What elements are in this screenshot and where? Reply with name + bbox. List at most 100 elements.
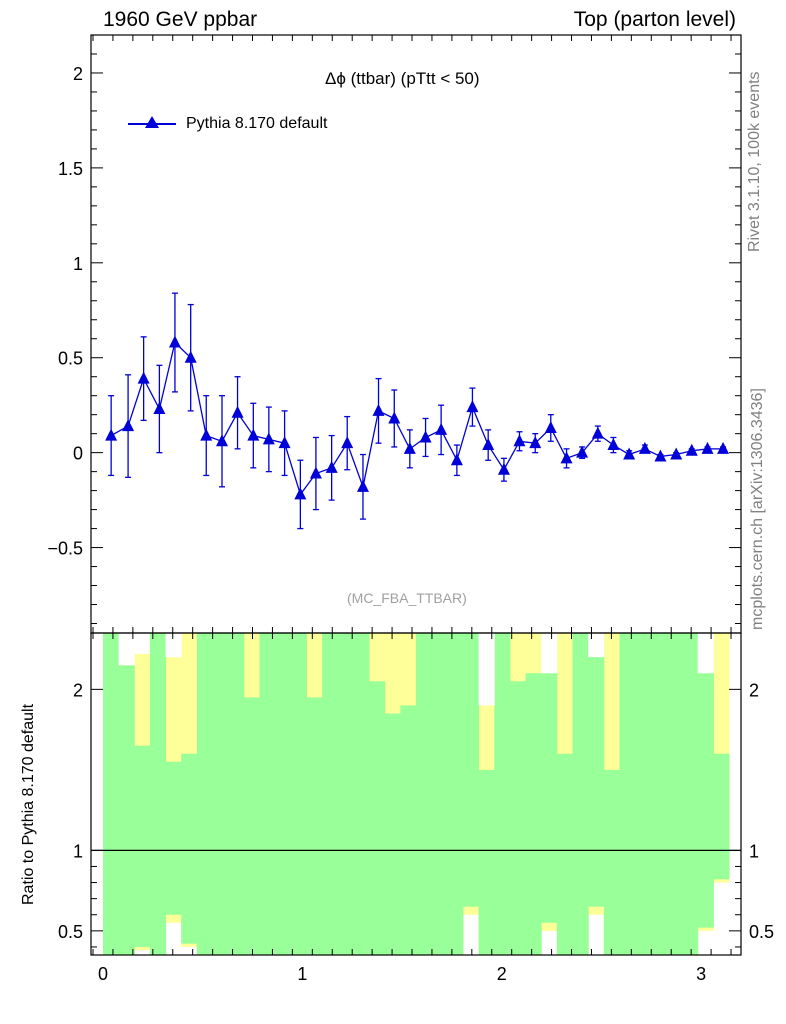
- data-point-triangle: [388, 411, 401, 424]
- ratio-band-1-bin-33: [619, 633, 636, 955]
- series-line: [110, 341, 724, 496]
- ratio-band-1-bin-0: [102, 633, 120, 955]
- data-point-triangle: [122, 419, 135, 432]
- data-point-triangle: [247, 428, 260, 441]
- data-point-triangle: [356, 479, 369, 492]
- data-point-triangle: [215, 434, 228, 447]
- data-point-triangle: [466, 400, 479, 413]
- ratio-band-1-bin-15: [337, 633, 354, 955]
- data-point-triangle: [591, 426, 604, 439]
- ratio-y-tick-label-right: 1: [749, 841, 759, 861]
- ratio-band-1-bin-13: [306, 697, 323, 955]
- data-point-triangle: [278, 436, 291, 449]
- ratio-axis-label: Ratio to Pythia 8.170 default: [20, 703, 37, 905]
- ratio-plot-frame: [90, 632, 742, 956]
- data-point-triangle: [325, 460, 338, 473]
- x-tick-label: 1: [297, 964, 307, 984]
- data-point-triangle: [168, 335, 181, 348]
- data-point-triangle: [262, 432, 275, 445]
- ratio-band-2-bin-4: [165, 633, 182, 658]
- plot-title: Δϕ (ttbar) (pTtt < 50): [325, 69, 480, 88]
- data-point-triangle: [701, 441, 714, 454]
- ratio-y-tick-label-left: 1: [73, 841, 83, 861]
- ratio-band-2-bin-1: [118, 633, 135, 666]
- main-y-tick-label: −0.5: [47, 539, 83, 559]
- legend: Pythia 8.170 default: [128, 112, 327, 136]
- data-point-triangle: [435, 422, 448, 435]
- ratio-band-1-bin-22: [447, 633, 464, 955]
- data-point-triangle: [200, 428, 213, 441]
- data-point-triangle: [153, 401, 166, 414]
- ratio-band-1-bin-9: [243, 697, 260, 955]
- ratio-band-1-bin-39: [713, 753, 730, 880]
- ratio-band-1-bin-18: [384, 713, 401, 955]
- ratio-band-1-bin-19: [400, 705, 417, 955]
- ratio-band-1-bin-2: [134, 745, 151, 947]
- ratio-band-1-bin-29: [556, 753, 574, 955]
- ratio-band-1-bin-12: [290, 633, 307, 955]
- data-point-triangle: [403, 441, 416, 454]
- data-point-triangle: [184, 350, 197, 363]
- ratio-band-1-bin-11: [275, 633, 292, 955]
- data-point-triangle: [497, 462, 510, 475]
- data-point-triangle: [137, 371, 150, 384]
- main-y-tick-label: 1: [73, 254, 83, 274]
- ratio-y-tick-label-left: 2: [73, 680, 83, 700]
- ratio-band-1-bin-35: [650, 633, 667, 955]
- ratio-band-2-bin-38: [697, 633, 714, 674]
- ratio-band-1-bin-3: [149, 633, 167, 955]
- main-y-tick-label: 1.5: [58, 159, 83, 179]
- x-tick-label: 0: [98, 964, 108, 984]
- data-point-triangle: [529, 436, 542, 449]
- ratio-band-1-bin-25: [494, 633, 511, 955]
- ratio-band-1-bin-26: [509, 681, 527, 955]
- ratio-band-1-bin-17: [369, 681, 386, 955]
- ratio-band-1-bin-21: [431, 633, 448, 955]
- ratio-band-1-bin-37: [682, 633, 699, 955]
- x-tick-label: 2: [497, 964, 507, 984]
- data-point-triangle: [685, 443, 698, 456]
- ratio-band-2-bin-28: [541, 633, 558, 674]
- ratio-y-tick-label-right: 2: [749, 680, 759, 700]
- data-point-triangle: [717, 441, 730, 454]
- ratio-band-2-bin-31: [588, 633, 605, 658]
- data-point-triangle: [607, 438, 620, 451]
- data-point-triangle: [482, 438, 495, 451]
- ratio-band-1-bin-24: [478, 769, 495, 955]
- ratio-y-tick-label-right: 0.5: [749, 922, 774, 942]
- x-tick-label: 3: [696, 964, 706, 984]
- data-point-triangle: [294, 487, 307, 500]
- ratio-band-1-bin-4: [165, 761, 182, 915]
- ratio-band-1-bin-20: [416, 633, 433, 955]
- legend-label: Pythia 8.170 default: [186, 115, 328, 132]
- ratio-band-1-bin-16: [353, 633, 370, 955]
- analysis-watermark: (MC_FBA_TTBAR): [347, 590, 467, 606]
- ratio-band-1-bin-23: [462, 633, 480, 907]
- main-y-tick-label: 0.5: [58, 349, 83, 369]
- ratio-band-1-bin-30: [572, 633, 589, 955]
- header-right-label: Top (parton level): [573, 8, 736, 31]
- data-point-triangle: [544, 420, 557, 433]
- data-point-triangle: [560, 451, 573, 464]
- ratio-band-1-bin-36: [666, 633, 683, 955]
- data-point-triangle: [372, 403, 385, 416]
- ratio-band-1-bin-32: [603, 769, 620, 955]
- ratio-band-1-bin-1: [118, 665, 135, 955]
- ratio-band-1-bin-7: [212, 633, 229, 955]
- ratio-band-1-bin-14: [322, 633, 339, 955]
- data-point-triangle: [341, 436, 354, 449]
- ratio-band-1-bin-10: [259, 633, 276, 955]
- data-point-triangle: [623, 447, 636, 460]
- ratio-band-1-bin-5: [181, 753, 198, 944]
- data-point-triangle: [638, 441, 651, 454]
- data-point-triangle: [105, 428, 118, 441]
- data-point-triangle: [670, 447, 683, 460]
- ratio-band-1-bin-8: [228, 633, 245, 955]
- data-point-triangle: [576, 445, 589, 458]
- data-point-triangle: [231, 405, 244, 418]
- data-point-triangle: [654, 449, 667, 462]
- ratio-y-tick-label-left: 0.5: [58, 922, 83, 942]
- ratio-band-1-bin-28: [541, 633, 558, 923]
- ratio-band-1-bin-34: [635, 633, 652, 955]
